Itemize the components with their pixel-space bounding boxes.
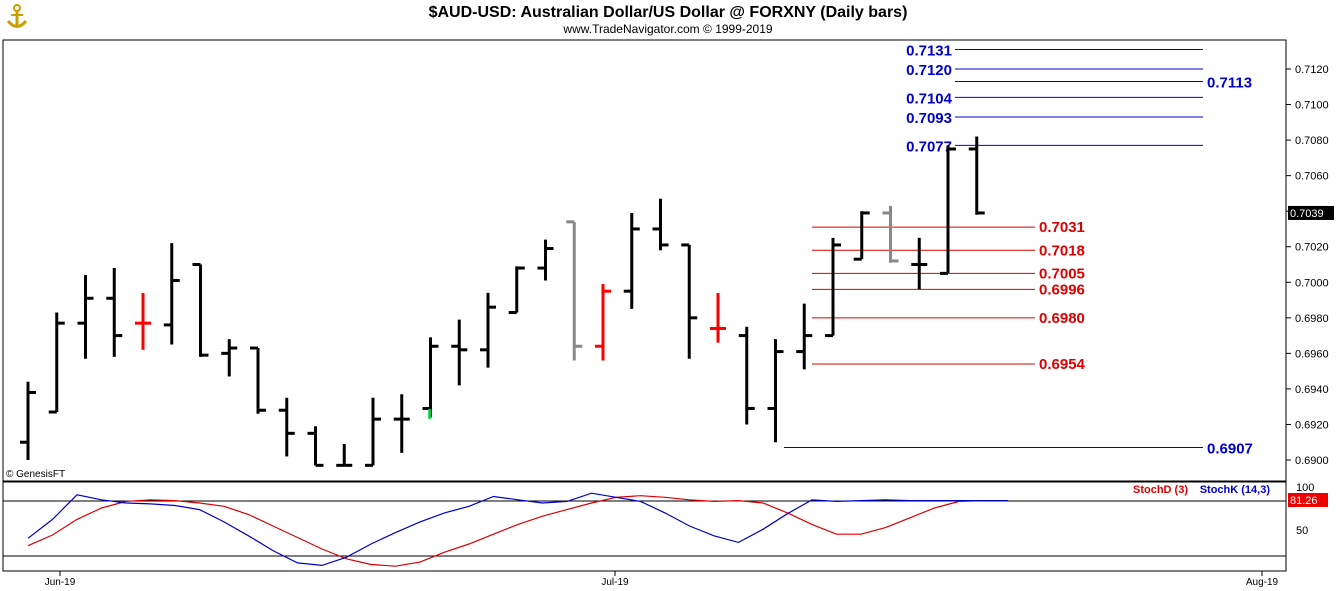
legend-stochd: StochD (3) [1133,484,1188,496]
stochastic-panel [2,481,1287,572]
price-axis-label: 0.6960 [1295,348,1329,360]
ohlc-bar [135,292,151,350]
price-axis-label: 0.6900 [1295,455,1329,467]
ohlc-bar [365,397,381,467]
ohlc-bar [106,268,123,357]
ohlc-bar [77,275,94,359]
support-label: 0.7018 [1039,242,1085,259]
price-axis-label: 0.7120 [1295,64,1329,76]
ohlc-bar [221,339,238,377]
ohlc-bar [652,198,669,251]
price-axis-label: 0.7060 [1295,171,1329,183]
chart-subtitle: www.TradeNavigator.com © 1999-2019 [562,22,772,36]
ohlc-bar [825,237,841,338]
support-label: 0.6996 [1039,281,1085,298]
support-label: 0.6954 [1039,356,1086,373]
ohlc-bar [307,426,324,467]
price-axis-label: 0.6940 [1295,384,1329,396]
ohlc-bar [595,284,611,361]
stoch-last-label: 81.26 [1290,495,1318,507]
ohlc-bar [250,346,266,414]
ohlc-bar [911,237,928,290]
ohlc-bar [451,319,468,386]
support-label: 0.7005 [1039,265,1085,282]
resistance-label: 0.7120 [906,62,952,79]
ohlc-bar [738,326,755,425]
resistance-label: 0.7113 [1207,74,1252,91]
ohlc-bar [393,394,410,453]
ohlc-bar [278,397,295,457]
last-price-box [1288,205,1334,220]
price-axis-label: 0.7080 [1295,135,1329,147]
ohlc-bar [796,303,813,370]
resistance-label: 0.7077 [906,138,952,155]
stochk-line [27,492,1008,567]
price-axis-label: 0.6980 [1295,313,1329,325]
chart-title: $AUD-USD: Australian Dollar/US Dollar @ … [429,4,908,21]
last-price-label: 0.7039 [1290,208,1324,220]
stoch-axis-label: 50 [1296,525,1308,537]
ohlc-bar [968,136,985,215]
ohlc-bar [853,211,870,261]
resistance-label: 0.7131 [906,42,952,59]
stoch-axis-label: 100 [1296,482,1314,494]
ohlc-bar [710,292,726,343]
resistance-label: 0.6907 [1207,441,1253,458]
support-label: 0.6980 [1039,310,1085,327]
ohlc-bar [48,312,65,414]
ohlc-bar [508,266,525,314]
ohlc-bar [163,243,180,345]
legend-stochk: StochK (14,3) [1200,484,1271,496]
ohlc-bar [480,292,496,368]
anchor-logo-icon [6,4,28,28]
ohlc-bar [767,339,784,443]
price-axis-label: 0.7000 [1295,277,1329,289]
resistance-label: 0.7093 [906,110,952,127]
ohlc-bar [192,263,209,357]
ohlc-bar [623,212,640,309]
ohlc-bar [681,243,698,359]
x-axis-label: Jun-19 [45,577,76,588]
stochd-line [27,495,1008,567]
x-axis-label: Jul-19 [601,577,629,588]
price-panel [2,39,1287,482]
resistance-label: 0.7104 [906,90,953,107]
price-axis-label: 0.7100 [1295,100,1329,112]
ohlc-bar [566,220,583,361]
watermark: © GenesisFT [6,469,65,480]
x-axis-label: Aug-19 [1246,577,1279,588]
ohlc-bar [336,444,353,467]
stoch-last-box [1288,493,1328,507]
ohlc-bar [537,239,554,281]
ohlc-bar [422,337,439,418]
price-axis-label: 0.7020 [1295,242,1329,254]
price-axis-label: 0.6920 [1295,419,1329,431]
ohlc-bar [940,145,956,275]
ohlc-bar [882,205,899,263]
support-label: 0.7031 [1039,219,1085,236]
ohlc-bar [20,381,36,460]
